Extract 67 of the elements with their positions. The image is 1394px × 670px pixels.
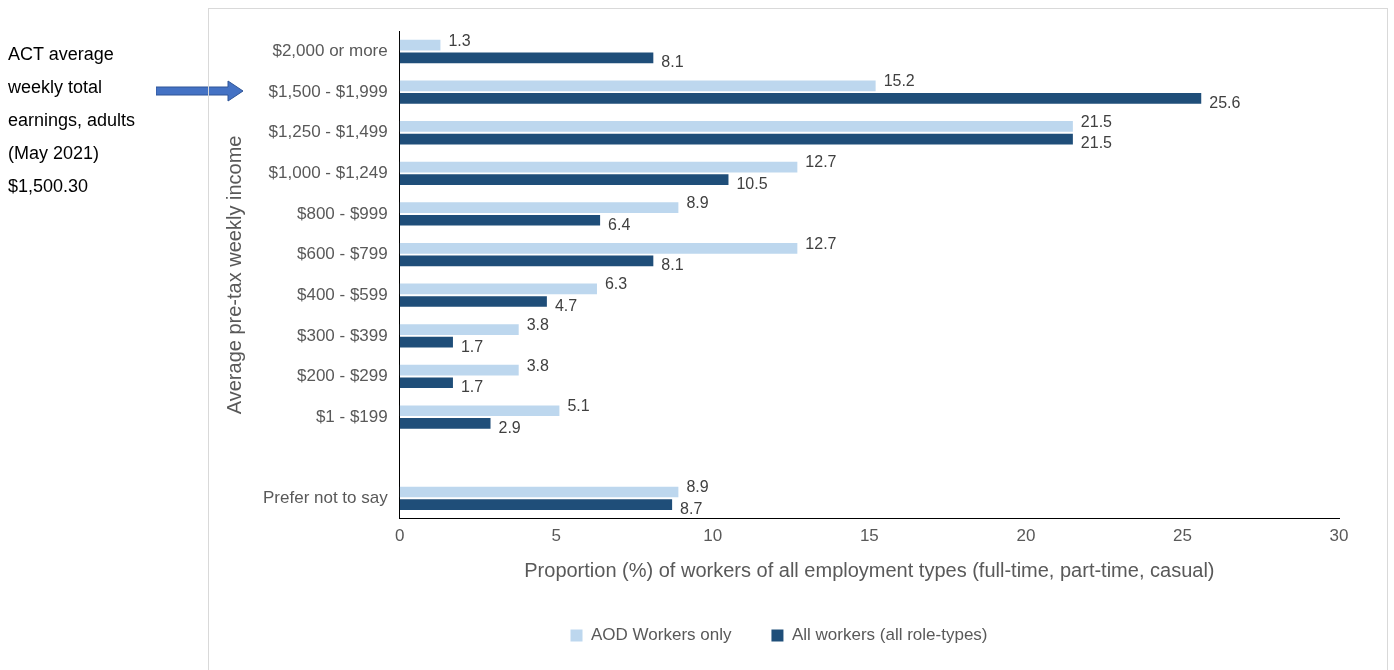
bar (399, 486, 679, 498)
y-tick-label: $200 - $299 (296, 366, 388, 386)
data-label: 21.5 (1080, 112, 1113, 130)
data-label: 2.9 (498, 418, 521, 436)
data-label: 15.2 (883, 72, 915, 90)
data-label: 5.1 (567, 397, 590, 415)
bar (399, 121, 1073, 132)
data-label: 25.6 (1209, 93, 1241, 111)
bar (399, 405, 560, 417)
legend-label: AOD Workers only (591, 625, 732, 645)
bar (399, 364, 519, 376)
x-tick-label: 15 (859, 526, 879, 546)
data-label: 8.1 (661, 53, 684, 71)
y-tick-label: $800 - $999 (296, 203, 388, 223)
bar (399, 161, 798, 173)
bar (399, 242, 798, 254)
bar (399, 39, 441, 51)
bar (399, 377, 453, 389)
data-label: 12.7 (805, 234, 837, 252)
bar (399, 214, 601, 226)
y-tick-label: Prefer not to say (262, 487, 389, 507)
bar (399, 133, 1073, 145)
bar (399, 93, 1202, 104)
x-tick-label: 5 (551, 526, 562, 546)
y-tick-label: $1,000 - $1,249 (268, 163, 388, 183)
data-label: 1.3 (448, 31, 471, 49)
data-label: 1.7 (460, 337, 484, 355)
x-tick-label: 20 (1016, 526, 1036, 546)
bar (399, 499, 673, 510)
y-axis-title: Average pre-tax weekly income (222, 135, 245, 415)
bar (399, 174, 729, 186)
bar (399, 324, 519, 335)
x-tick-label: 25 (1172, 526, 1192, 546)
bar (399, 255, 654, 267)
data-label: 21.5 (1080, 134, 1113, 152)
bar (399, 418, 491, 429)
y-tick-label: $2,000 or more (272, 41, 388, 61)
x-tick-label: 0 (394, 526, 405, 546)
bar (399, 283, 597, 295)
data-label: 1.7 (460, 378, 484, 396)
data-label: 8.1 (661, 256, 684, 274)
data-label: 3.8 (526, 356, 550, 374)
y-tick-label: $1,500 - $1,999 (268, 81, 388, 101)
y-tick-label: $600 - $799 (296, 244, 388, 264)
y-tick-label: $400 - $599 (296, 284, 388, 304)
bar (399, 296, 547, 307)
text: ACT average weekly total earnings, adults (May 2021) $1,500.30 (8, 43, 137, 198)
data-label: 4.7 (554, 296, 578, 314)
data-label: 8.9 (686, 194, 709, 212)
bar (399, 202, 679, 214)
x-axis-title: Proportion (%) of workers of all employment types (full-time, part-time, casual) (524, 558, 1215, 581)
data-label: 8.7 (680, 499, 703, 517)
bar (399, 336, 453, 348)
x-tick-label: 30 (1329, 526, 1349, 546)
y-tick-label: $1,250 - $1,499 (268, 122, 388, 142)
data-label: 12.7 (805, 153, 837, 171)
legend-label: All workers (all role-types) (791, 625, 988, 645)
bar (399, 52, 654, 64)
x-tick-label: 10 (703, 526, 723, 546)
data-label: 6.4 (608, 215, 631, 233)
data-label: 6.3 (604, 275, 628, 293)
y-tick-label: $300 - $399 (296, 325, 388, 345)
data-label: 10.5 (736, 175, 768, 193)
y-tick-label: $1 - $199 (315, 406, 388, 426)
bar (399, 80, 876, 92)
data-label: 8.9 (686, 478, 709, 496)
data-label: 3.8 (526, 315, 550, 333)
